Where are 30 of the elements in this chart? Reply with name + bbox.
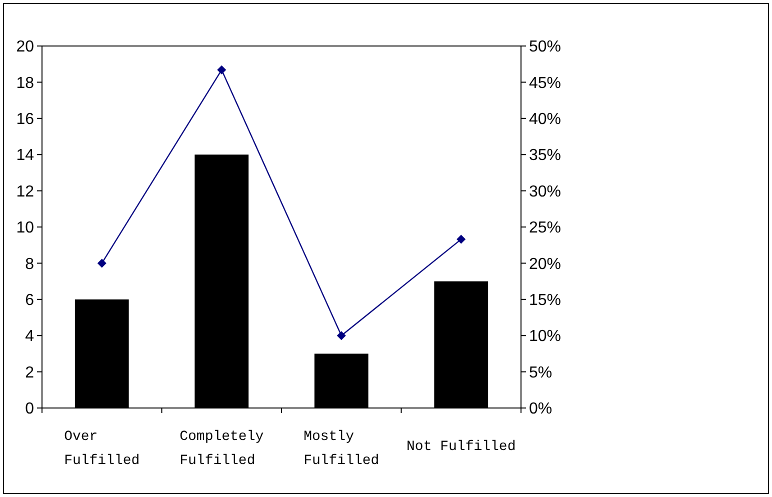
x-tick-label: Completely Fulfilled	[180, 429, 264, 469]
x-tick-label: Mostly Fulfilled	[304, 429, 380, 469]
y-tick-label: 4	[25, 328, 34, 346]
y2-tick-label: 20%	[529, 256, 562, 273]
point	[217, 65, 226, 74]
y2-tick-label: 50%	[529, 38, 562, 56]
y2-tick-label: 5%	[529, 364, 552, 382]
y2-tick-label: 35%	[529, 147, 562, 164]
y-tick-label: 2	[25, 364, 34, 382]
y2-tick-label: 30%	[529, 183, 562, 200]
y2-tick-label: 10%	[529, 328, 562, 346]
y-tick-label: 6	[25, 292, 34, 309]
y-tick-label: 12	[16, 183, 34, 200]
y-tick-label: 18	[16, 74, 34, 92]
y2-tick-label: 25%	[529, 220, 562, 237]
point	[97, 258, 106, 268]
y2-tick-label: 0%	[529, 400, 552, 418]
y2-tick-label: 40%	[529, 111, 562, 128]
y-tick-label: 14	[16, 147, 34, 164]
y-tick-label: 8	[25, 256, 34, 273]
point	[336, 331, 346, 340]
y2-tick-label: 45%	[529, 74, 562, 92]
y-tick-label: 20	[16, 38, 34, 56]
x-tick-label: Not Fulfilled	[406, 439, 516, 455]
y-tick-label: 10	[16, 220, 34, 237]
y2-tick-label: 15%	[529, 292, 562, 309]
y-tick-label: 16	[16, 111, 34, 128]
y-tick-label: 0	[25, 400, 34, 418]
x-tick-label: Over Fulfilled	[64, 429, 140, 469]
point	[456, 234, 466, 244]
